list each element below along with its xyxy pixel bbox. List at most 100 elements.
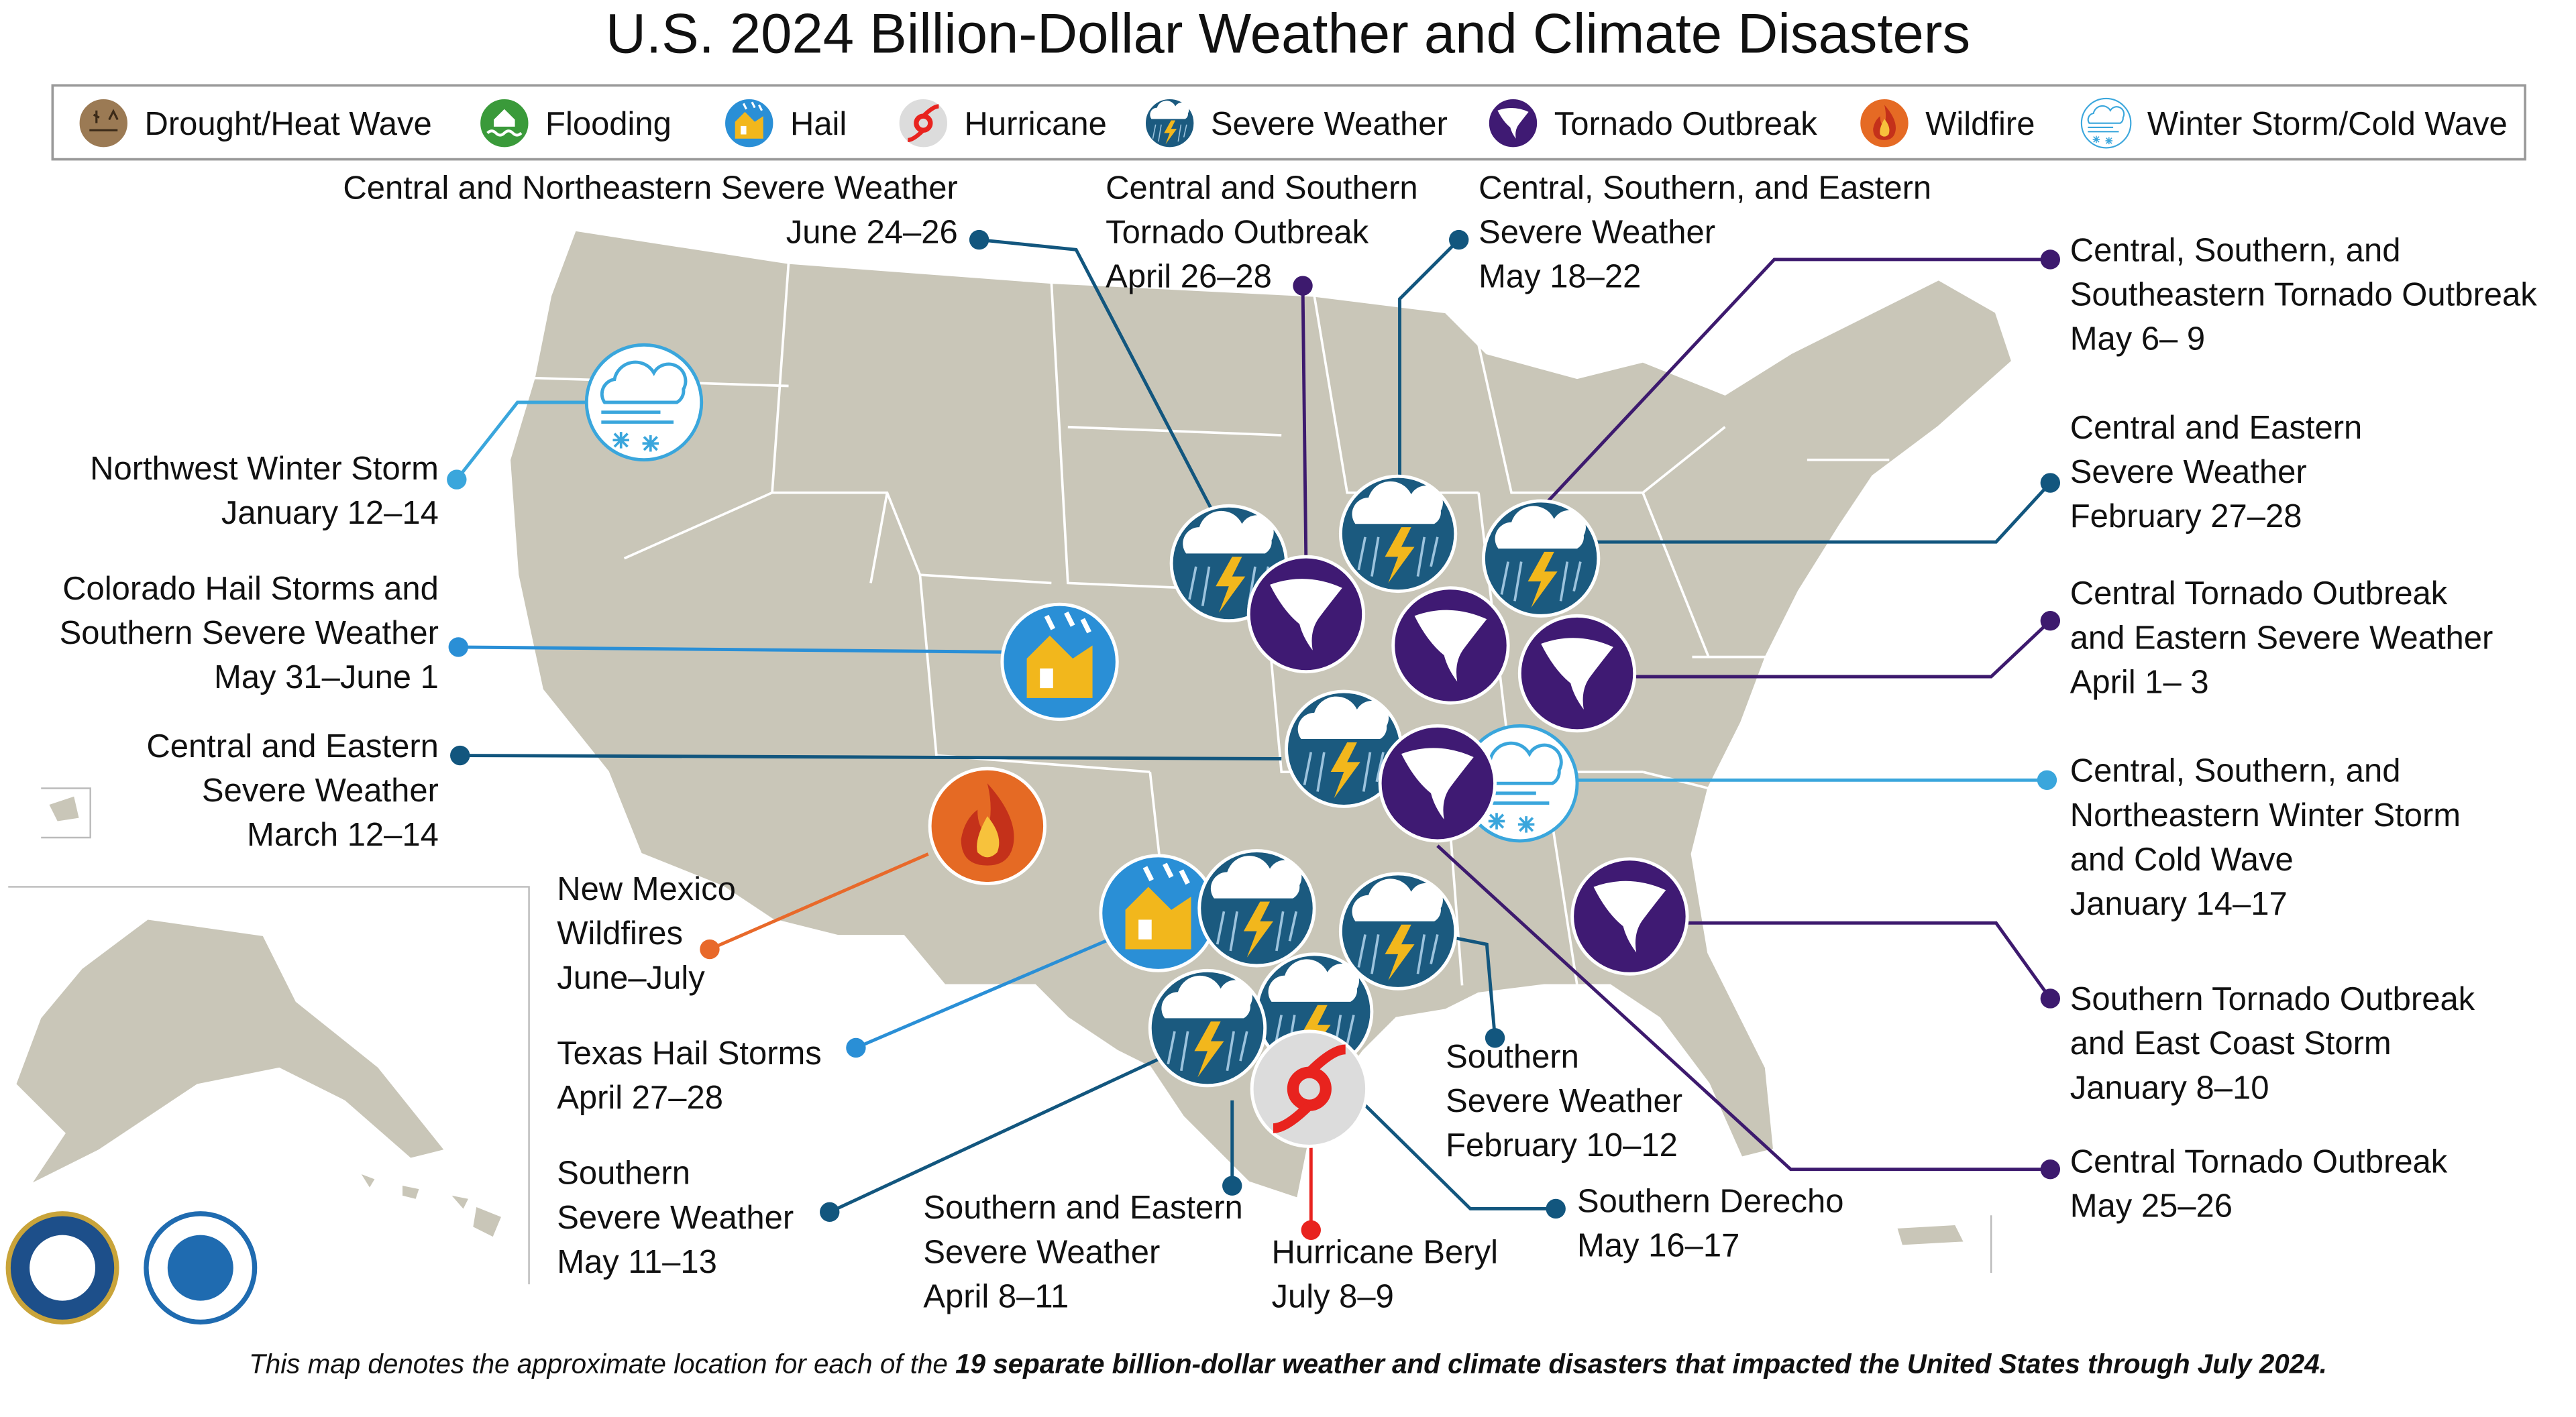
icon-glyph	[1500, 561, 1582, 602]
icon-glyph	[1541, 638, 1613, 710]
event-label: Tornado Outbreak	[1106, 214, 1369, 250]
icon-glyph	[1873, 105, 1896, 140]
map-icon	[1246, 555, 1366, 674]
leader-line	[855, 934, 1118, 1050]
map-icon	[1517, 614, 1637, 733]
map-icon	[1250, 1029, 1368, 1148]
event-label: Texas Hail Storms	[557, 1035, 822, 1072]
event-label: Central and Eastern	[2070, 410, 2363, 446]
icon-glyph	[1352, 878, 1443, 921]
map-icon	[1338, 474, 1458, 593]
event-label: Colorado Hail Storms and	[62, 571, 439, 607]
leader-dot	[1449, 229, 1469, 250]
legend-icon	[1144, 97, 1195, 149]
event-label: and Cold Wave	[2070, 842, 2294, 878]
icon-glyph	[1495, 506, 1586, 549]
legend-icon	[898, 97, 949, 149]
legend-label: Wildfire	[1925, 106, 2035, 142]
event-label: Central, Southern, and	[2070, 232, 2401, 268]
hawaii	[361, 1174, 501, 1237]
icon-glyph	[1287, 1066, 1332, 1111]
icon-glyph	[612, 432, 659, 452]
icon-glyph	[1385, 527, 1415, 583]
map-icon	[584, 343, 704, 462]
icon-glyph	[1488, 813, 1535, 833]
leader-dot	[1222, 1176, 1242, 1196]
legend-label: Winter Storm/Cold Wave	[2147, 106, 2508, 142]
event-label: May 18–22	[1479, 259, 1641, 295]
icon-glyph	[1880, 119, 1890, 137]
icon-glyph	[1385, 924, 1415, 981]
icon-glyph	[1138, 919, 1152, 940]
event-label: February 10–12	[1446, 1127, 1678, 1164]
icon-glyph	[1330, 742, 1360, 799]
event-label: Southern	[1446, 1039, 1579, 1075]
leader-line	[1398, 238, 1460, 477]
icon-glyph	[1150, 101, 1189, 119]
leader-dot	[969, 229, 989, 250]
icon-glyph	[486, 129, 523, 137]
icon-glyph	[600, 360, 688, 424]
icon-bg	[78, 97, 129, 149]
event-label: February 27–28	[2070, 498, 2302, 534]
leader-dot	[1293, 276, 1313, 296]
map-icon	[1000, 602, 1119, 722]
island	[49, 796, 79, 821]
event-label: Severe Weather	[1446, 1083, 1682, 1119]
leader-dot	[820, 1202, 840, 1223]
icon-glyph	[742, 101, 763, 111]
event-label: Central and Eastern	[146, 728, 439, 764]
icon-bg	[898, 97, 949, 149]
map-icon	[1481, 499, 1601, 618]
icon-glyph	[1352, 481, 1443, 524]
map-icon	[928, 767, 1046, 886]
event-label: January 12–14	[221, 495, 439, 531]
doc-seal-inner	[30, 1235, 96, 1301]
icon-glyph	[1401, 748, 1474, 820]
event-label: Northwest Winter Storm	[90, 451, 439, 487]
icon-glyph	[1152, 124, 1187, 142]
leader-dot	[2040, 1159, 2061, 1180]
legend-icon	[723, 97, 775, 149]
event-label: May 6– 9	[2070, 321, 2205, 357]
legend-icon	[2080, 97, 2132, 149]
event-label: Central Tornado Outbreak	[2070, 1144, 2448, 1180]
icon-glyph	[1357, 934, 1439, 974]
noaa-seal-inner	[167, 1235, 233, 1301]
icon-glyph	[2087, 105, 2125, 133]
legend-label: Drought/Heat Wave	[145, 106, 432, 142]
legend-icon	[479, 97, 530, 149]
map-icon	[1099, 854, 1218, 972]
legend-label: Tornado Outbreak	[1554, 106, 1818, 142]
leader-line	[1684, 921, 2052, 1000]
leader-line	[458, 645, 1002, 654]
leader-line	[1485, 258, 2051, 568]
leader-line	[1436, 844, 2051, 1172]
leader-line	[1445, 934, 1497, 1038]
event-label: Severe Weather	[2070, 454, 2307, 490]
icon-glyph	[1497, 108, 1529, 139]
event-label: July 8–9	[1272, 1278, 1394, 1314]
event-label: Wildfires	[557, 915, 683, 952]
event-label: Hurricane Beryl	[1272, 1234, 1498, 1270]
leader-line	[828, 1058, 1159, 1214]
legend-label: Severe Weather	[1211, 106, 1448, 142]
leader-line	[1593, 481, 2052, 544]
map-icon	[1378, 724, 1497, 843]
icon-glyph	[1183, 510, 1274, 554]
icon-glyph	[1273, 1044, 1346, 1133]
event-label: Central, Southern, and	[2070, 753, 2401, 789]
leader-dot	[700, 939, 720, 960]
event-label: May 25–26	[2070, 1188, 2233, 1225]
map-icon	[1197, 849, 1316, 968]
legend-icon	[78, 97, 129, 149]
icon-glyph	[1303, 752, 1385, 792]
event-label: Severe Weather	[1479, 214, 1715, 250]
title: U.S. 2024 Billion-Dollar Weather and Cli…	[606, 2, 1970, 64]
alaska	[16, 919, 444, 1183]
event-label: Severe Weather	[202, 773, 439, 809]
event-label: Northeastern Winter Storm	[2070, 797, 2461, 834]
footnote-bold: 19 separate billion-dollar weather and c…	[955, 1348, 2327, 1379]
icon-glyph	[1357, 536, 1439, 577]
event-label: January 8–10	[2070, 1070, 2269, 1106]
